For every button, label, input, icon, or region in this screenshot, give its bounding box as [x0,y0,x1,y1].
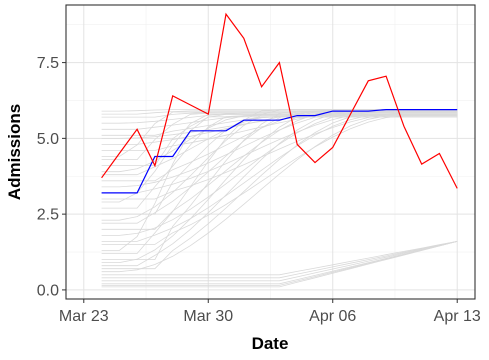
y-axis-title: Admissions [5,104,24,200]
background-line [101,112,458,267]
panel [65,4,476,300]
background-line [101,241,458,286]
series-line-observed [101,12,458,189]
background-line [101,241,458,276]
background-line [101,241,458,285]
background-line [101,241,458,279]
background-line [101,241,458,282]
y-tick-label: 5.0 [37,131,59,148]
y-axis-ticks: 0.0 2.5 5.0 7.5 [37,55,66,299]
background-line [101,241,458,288]
x-tick-label: Apr 06 [309,308,356,325]
background-line [101,115,458,245]
background-line [101,115,458,273]
y-tick-label: 7.5 [37,55,59,72]
x-axis-ticks: Mar 23 Mar 30 Apr 06 Apr 13 [59,299,481,325]
series-lines [101,12,458,194]
background-line [101,111,458,264]
background-line [101,114,458,270]
panel-border [65,4,476,300]
x-tick-label: Mar 30 [183,308,233,325]
background-line [101,116,458,251]
background-line [101,112,458,200]
x-tick-label: Mar 23 [59,308,109,325]
y-tick-label: 2.5 [37,207,59,224]
y-tick-label: 0.0 [37,282,59,299]
minor-gridlines [66,5,475,299]
x-tick-label: Apr 13 [434,308,481,325]
x-axis-title: Date [252,334,289,353]
